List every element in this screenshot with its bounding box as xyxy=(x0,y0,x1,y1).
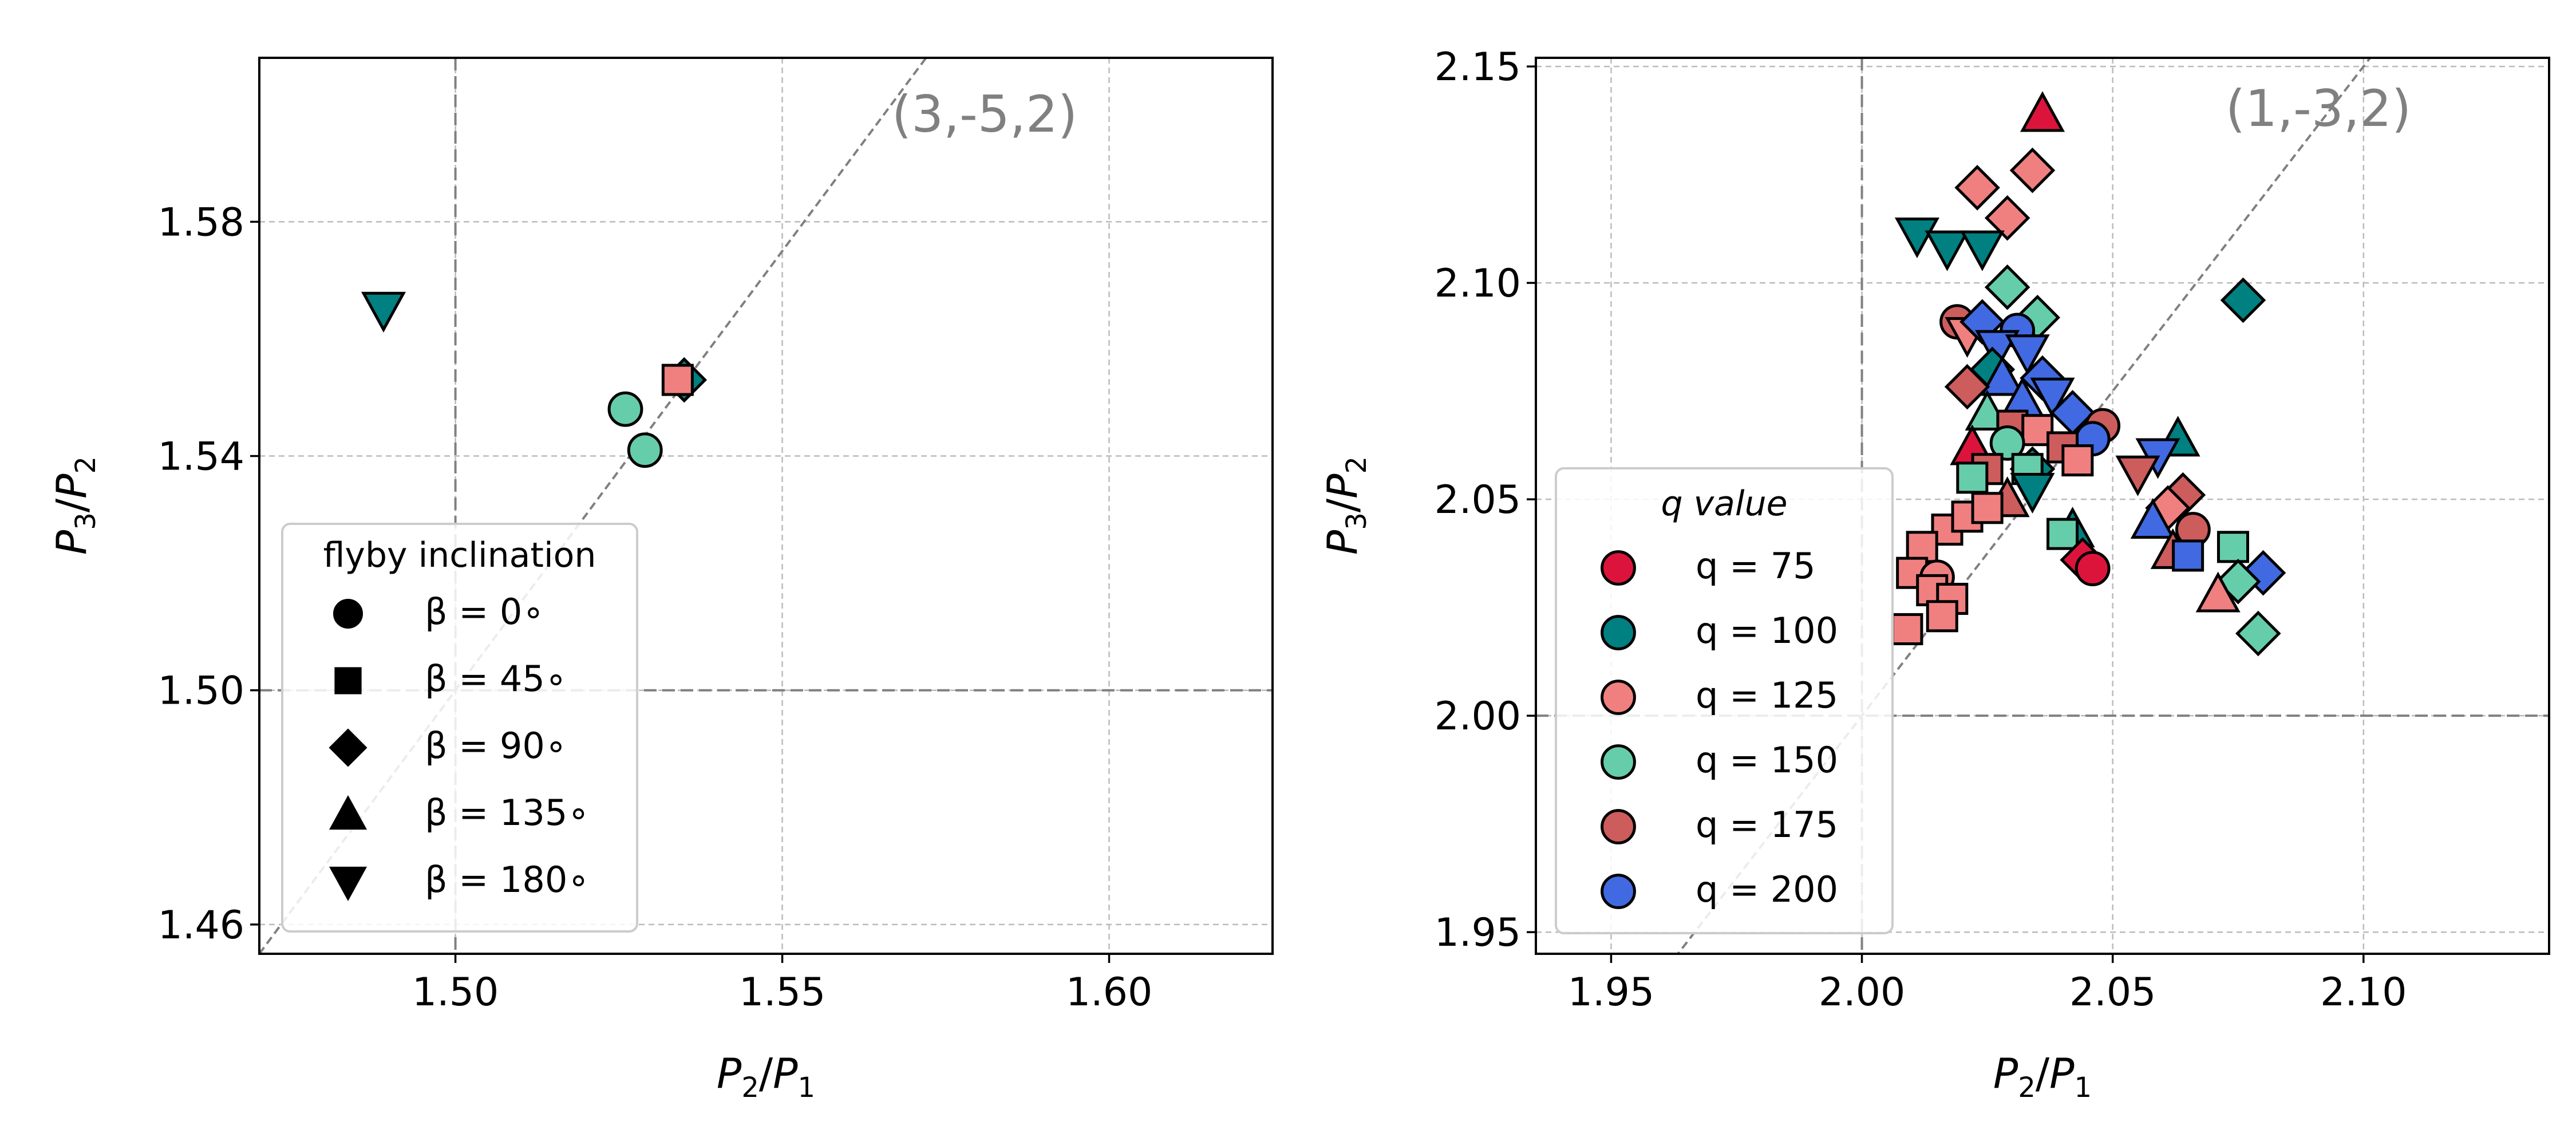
left-y-tick-label: 1.50 xyxy=(158,669,244,714)
left-x-tick-label: 1.50 xyxy=(412,970,499,1015)
right-legend-label: q = 125 xyxy=(1696,674,1838,716)
right-point xyxy=(1956,461,1989,494)
right-point xyxy=(1944,364,1990,410)
left-legend-marker xyxy=(334,667,362,694)
left-x-tick-label: 1.60 xyxy=(1066,970,1152,1015)
right-legend-label: q = 75 xyxy=(1696,545,1816,587)
right-point xyxy=(2195,571,2241,613)
left-y-tick-label: 1.54 xyxy=(158,435,244,480)
right-point xyxy=(2240,550,2286,596)
right-point xyxy=(2235,610,2281,657)
right-point xyxy=(1971,492,2004,524)
right-x-tick-label: 2.10 xyxy=(2320,970,2407,1015)
right-legend-label: q = 175 xyxy=(1696,804,1838,846)
right-y-tick-label: 2.15 xyxy=(1435,45,1521,90)
right-point xyxy=(2130,498,2175,539)
left-legend-title: flyby inclination xyxy=(323,535,596,575)
left-y-tick-label: 1.58 xyxy=(158,200,244,245)
right-point xyxy=(1975,330,2020,371)
right-point xyxy=(1891,613,1923,645)
right-y-tick-label: 2.05 xyxy=(1435,477,1521,523)
left-panel: (3,-5,2) 1.50 1.55 1.60 1.46 1.50 1.54 1.58 P2… xyxy=(48,57,1274,1104)
left-legend-label: β = 135∘ xyxy=(425,792,590,834)
left-points xyxy=(361,291,708,468)
right-points xyxy=(1891,91,2286,657)
left-legend-marker xyxy=(329,728,368,767)
left-legend-marker xyxy=(329,795,368,830)
right-ticks: 1.95 2.00 2.05 2.10 1.95 2.00 2.05 2.10 2.15 xyxy=(1435,45,2407,1015)
right-y-tick-label: 2.10 xyxy=(1435,261,1521,306)
right-point xyxy=(2030,377,2075,418)
right-point xyxy=(1980,355,2025,396)
right-legend-marker xyxy=(1601,874,1636,909)
right-y-tick-label: 1.95 xyxy=(1435,910,1521,956)
left-legend-label: β = 45∘ xyxy=(425,658,567,700)
right-point xyxy=(2005,334,2050,376)
right-point xyxy=(2172,539,2204,572)
right-point xyxy=(2046,518,2079,550)
right-legend-label: q = 150 xyxy=(1696,739,1838,781)
left-legend: flyby inclination β = 0∘ β = 45∘ β = 90∘ β … xyxy=(281,523,638,933)
left-x-tick-label: 1.55 xyxy=(739,970,825,1015)
right-legend-marker xyxy=(1601,809,1636,844)
right-point xyxy=(2061,444,2094,477)
right-point xyxy=(1984,264,2030,310)
right-point xyxy=(2020,91,2065,132)
right-resonance-label: (1,-3,2) xyxy=(2226,79,2411,138)
right-legend-box xyxy=(1555,467,1894,934)
right-point xyxy=(1925,230,1970,271)
right-legend-marker xyxy=(1601,744,1636,780)
right-panel: (1,-3,2) 1.95 2.00 2.05 2.10 1.95 2.00 2.05 2.1… xyxy=(1318,45,2550,1104)
right-point xyxy=(1926,600,1958,633)
right-legend: q value q = 75 q = 100 q = 125 q = 150 q = 1… xyxy=(1555,467,1894,934)
left-point xyxy=(361,291,406,333)
left-resonance-label: (3,-5,2) xyxy=(892,85,1077,144)
left-y-tick-label: 1.46 xyxy=(158,903,244,948)
left-legend-label: β = 180∘ xyxy=(425,859,590,901)
right-y-axis-label: P3/P2 xyxy=(1318,456,1373,555)
right-y-tick-label: 2.00 xyxy=(1435,694,1521,739)
right-point xyxy=(2075,551,2111,587)
right-point xyxy=(1959,230,2005,271)
right-point xyxy=(1894,217,1939,258)
right-point xyxy=(1989,425,2025,461)
right-legend-marker xyxy=(1601,680,1636,715)
left-legend-label: β = 90∘ xyxy=(425,725,567,767)
right-x-axis-label: P2/P1 xyxy=(1993,1049,2092,1104)
right-x-tick-label: 2.05 xyxy=(2069,970,2156,1015)
left-x-axis-label: P2/P1 xyxy=(717,1049,815,1104)
right-point xyxy=(2010,473,2055,514)
right-point xyxy=(2220,277,2266,323)
right-legend-label: q = 200 xyxy=(1696,868,1838,910)
right-plot-frame xyxy=(1535,57,2550,955)
right-point xyxy=(2217,531,2249,563)
left-point xyxy=(607,391,643,427)
left-ticks: 1.50 1.55 1.60 1.46 1.50 1.54 1.58 xyxy=(158,200,1153,1015)
right-legend-marker xyxy=(1601,615,1636,650)
left-y-axis-label: P3/P2 xyxy=(48,456,102,555)
right-point xyxy=(1984,195,2030,241)
right-point xyxy=(2009,147,2056,194)
left-plot-frame xyxy=(258,57,1274,955)
left-point xyxy=(661,364,694,396)
left-legend-marker xyxy=(329,866,368,901)
right-legend-title: q value xyxy=(1661,484,1787,524)
right-legend-label: q = 100 xyxy=(1696,610,1838,652)
right-x-tick-label: 2.00 xyxy=(1819,970,1905,1015)
left-legend-marker xyxy=(333,598,364,629)
left-point xyxy=(627,432,663,468)
left-legend-box xyxy=(281,523,638,933)
right-x-tick-label: 1.95 xyxy=(1568,970,1654,1015)
right-legend-marker xyxy=(1601,550,1636,586)
right-point xyxy=(2115,455,2160,496)
right-point xyxy=(1954,165,2000,211)
left-legend-label: β = 0∘ xyxy=(425,591,544,633)
